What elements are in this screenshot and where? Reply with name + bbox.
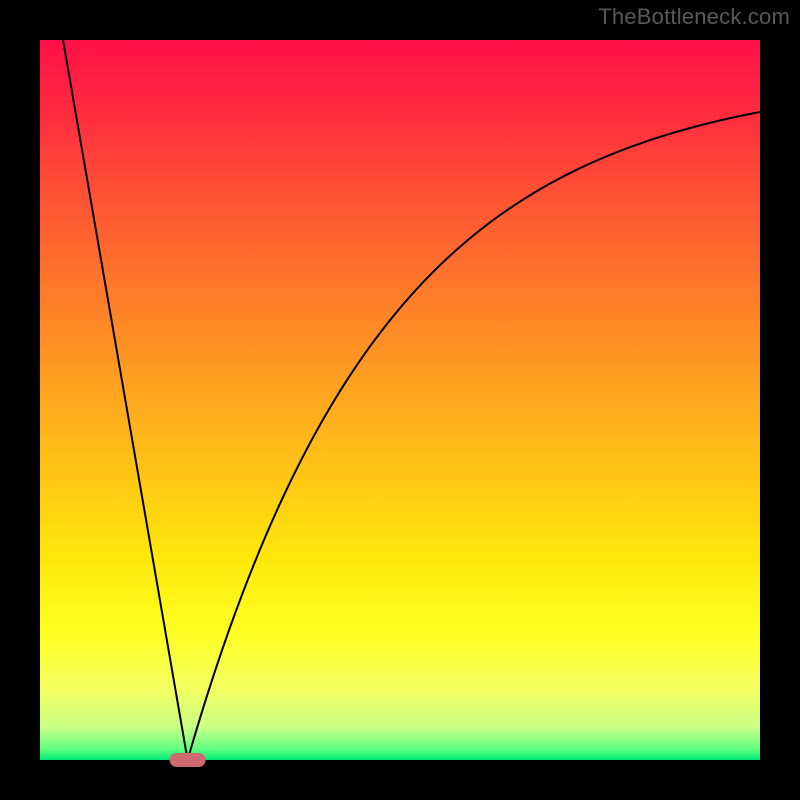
chart-container: TheBottleneck.com: [0, 0, 800, 800]
watermark-text: TheBottleneck.com: [598, 4, 790, 30]
optimal-point-marker: [170, 753, 206, 767]
plot-border: [0, 760, 800, 800]
plot-border: [760, 0, 800, 800]
plot-border: [0, 0, 40, 800]
gradient-background: [40, 40, 760, 760]
bottleneck-chart: [0, 0, 800, 800]
